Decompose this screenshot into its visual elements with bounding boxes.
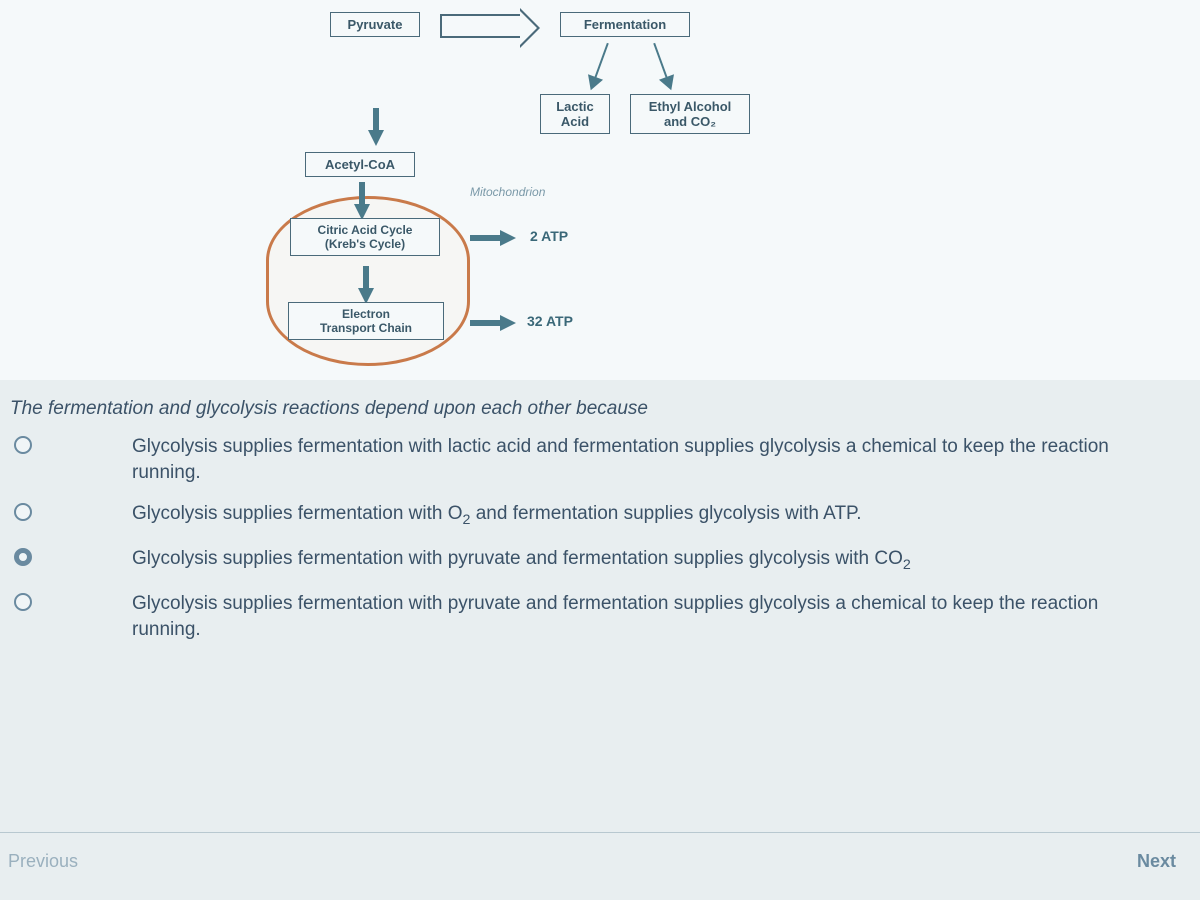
option-row-1[interactable]: Glycolysis supplies fermentation with O2… [10,501,1190,530]
option-text-1: Glycolysis supplies fermentation with O2… [132,501,862,530]
option-text-0: Glycolysis supplies fermentation with la… [132,434,1152,485]
box-pyruvate: Pyruvate [330,12,420,37]
option-row-2[interactable]: Glycolysis supplies fermentation with py… [10,546,1190,575]
box-electron-transport: Electron Transport Chain [288,302,444,340]
question-stem: The fermentation and glycolysis reaction… [10,398,1190,420]
label-2atp: 2 ATP [530,228,568,244]
arrow-ferm-split-left [593,43,609,81]
arrow-ferm-split-right [653,43,669,81]
arrow-pyruvate-to-fermentation [440,14,520,38]
arrow-etc-to-atp [500,315,516,331]
radio-option-2[interactable] [14,548,32,566]
option-row-3[interactable]: Glycolysis supplies fermentation with py… [10,591,1190,642]
previous-button[interactable]: Previous [8,851,78,872]
option-text-3: Glycolysis supplies fermentation with py… [132,591,1152,642]
respiration-diagram: Pyruvate Fermentation Lactic Acid Ethyl … [0,0,1200,380]
box-ethyl-alcohol: Ethyl Alcohol and CO₂ [630,94,750,134]
arrow-citric-to-atp [500,230,516,246]
box-citric-acid-cycle: Citric Acid Cycle (Kreb's Cycle) [290,218,440,256]
question-block: The fermentation and glycolysis reaction… [0,380,1200,643]
stem-rest: and glycolysis reactions depend upon eac… [154,398,648,419]
stem-prefix: The fermentation [10,398,154,419]
radio-option-3[interactable] [14,593,32,611]
radio-option-1[interactable] [14,503,32,521]
next-button[interactable]: Next [1137,851,1176,872]
option-text-2: Glycolysis supplies fermentation with py… [132,546,911,575]
box-fermentation: Fermentation [560,12,690,37]
footer-nav: Previous Next [0,832,1200,872]
box-acetyl-coa: Acetyl-CoA [305,152,415,177]
arrow-pyruvate-to-acetyl [368,130,384,146]
option-row-0[interactable]: Glycolysis supplies fermentation with la… [10,434,1190,485]
radio-option-0[interactable] [14,436,32,454]
box-lactic-acid: Lactic Acid [540,94,610,134]
label-32atp: 32 ATP [527,313,573,329]
mitochondrion-label: Mitochondrion [470,185,545,199]
